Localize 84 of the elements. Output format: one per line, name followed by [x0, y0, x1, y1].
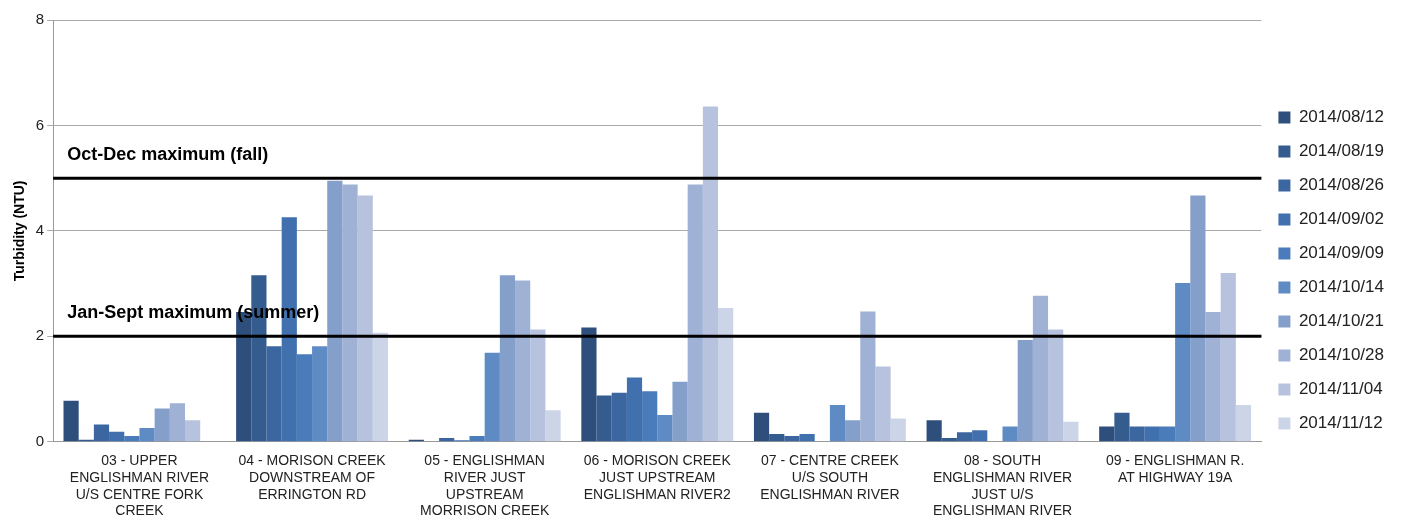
bar [626, 377, 643, 442]
bar [93, 424, 110, 442]
x-tick-label: 04 - MORISON CREEK DOWNSTREAM OF ERRINGTON RD [238, 452, 387, 502]
bar [845, 420, 861, 442]
bar [799, 433, 815, 442]
legend-label: 2014/08/12 [1298, 107, 1385, 127]
bar [484, 352, 500, 442]
x-tick-label: 09 - ENGLISHMAN R. AT HIGHWAY 19A [1105, 452, 1245, 485]
bar [657, 414, 673, 442]
legend-label: 2014/09/09 [1298, 243, 1385, 263]
y-tick-label: 4 [35, 221, 45, 239]
bar [1129, 426, 1145, 442]
y-tick-label: 0 [35, 431, 45, 449]
bar [530, 329, 546, 442]
bar [611, 392, 627, 442]
bar [1063, 421, 1079, 442]
bar [769, 433, 785, 442]
bar [312, 346, 328, 442]
bar [784, 436, 800, 442]
bar [1002, 426, 1018, 442]
bar [596, 395, 612, 442]
bar [718, 307, 734, 442]
x-tick-label: 05 - ENGLISHMAN RIVER JUST UPSTREAM MORRISON CREEK [420, 452, 550, 519]
bar [1159, 426, 1176, 442]
bar [1220, 273, 1236, 442]
bar [469, 436, 485, 442]
bar [702, 106, 719, 442]
bar [296, 354, 313, 442]
bar [875, 366, 891, 442]
x-tick-label: 03 - UPPER ENGLISHMAN RIVER U/S CENTRE FORK CREEK [69, 452, 210, 519]
bar [124, 436, 140, 442]
bar [185, 420, 201, 442]
bar [357, 195, 373, 442]
bar [109, 431, 125, 442]
bar [860, 311, 876, 442]
bar [1114, 412, 1130, 442]
legend-label: 2014/10/28 [1298, 345, 1385, 365]
legend-label: 2014/11/04 [1298, 379, 1383, 399]
bar [941, 438, 957, 442]
legend-label: 2014/08/26 [1298, 175, 1385, 195]
bar [139, 428, 155, 442]
bar [499, 275, 516, 442]
bar [1175, 283, 1191, 442]
legend-label: 2014/09/02 [1298, 209, 1385, 229]
bar [1048, 329, 1064, 442]
ref-line-label: Oct-Dec maximum (fall) [67, 144, 269, 165]
bar [1017, 340, 1033, 442]
y-tick-label: 2 [35, 326, 45, 344]
bar [545, 410, 561, 442]
bar [1190, 195, 1206, 442]
bar [829, 404, 846, 442]
y-tick-label: 6 [35, 115, 45, 133]
bar [1144, 426, 1160, 442]
bar [753, 412, 770, 442]
bar [515, 280, 531, 442]
legend-label: 2014/10/14 [1298, 277, 1385, 297]
bar [342, 184, 358, 442]
bar [372, 332, 389, 442]
bar [327, 180, 343, 442]
bar [1032, 295, 1049, 442]
bar [63, 400, 79, 442]
x-tick-label: 07 - CENTRE CREEK U/S SOUTH ENGLISHMAN RIVER [760, 452, 900, 502]
bar [687, 184, 703, 442]
legend-label: 2014/11/12 [1298, 413, 1383, 433]
bar [1235, 404, 1252, 442]
bar [169, 403, 186, 442]
bar [1205, 312, 1221, 442]
bar [926, 420, 942, 442]
x-tick-label: 06 - MORISON CREEK JUST UPSTREAM ENGLISHMAN RIVER2 [583, 452, 732, 502]
bar [1099, 426, 1115, 442]
bar [266, 346, 282, 442]
y-axis-title: Turbidity (NTU) [11, 180, 28, 282]
legend-label: 2014/10/21 [1298, 311, 1385, 331]
bar [154, 408, 170, 442]
bar [439, 438, 455, 442]
bar [972, 430, 988, 442]
bar [642, 391, 658, 442]
y-tick-label: 8 [35, 10, 45, 28]
legend-label: 2014/08/19 [1298, 141, 1385, 161]
bar [956, 432, 973, 442]
bar [581, 327, 597, 442]
bar [890, 418, 906, 442]
bar [672, 381, 688, 442]
x-tick-label: 08 - SOUTH ENGLISHMAN RIVER JUST U/S ENGLISHMAN RIVER [932, 452, 1073, 519]
